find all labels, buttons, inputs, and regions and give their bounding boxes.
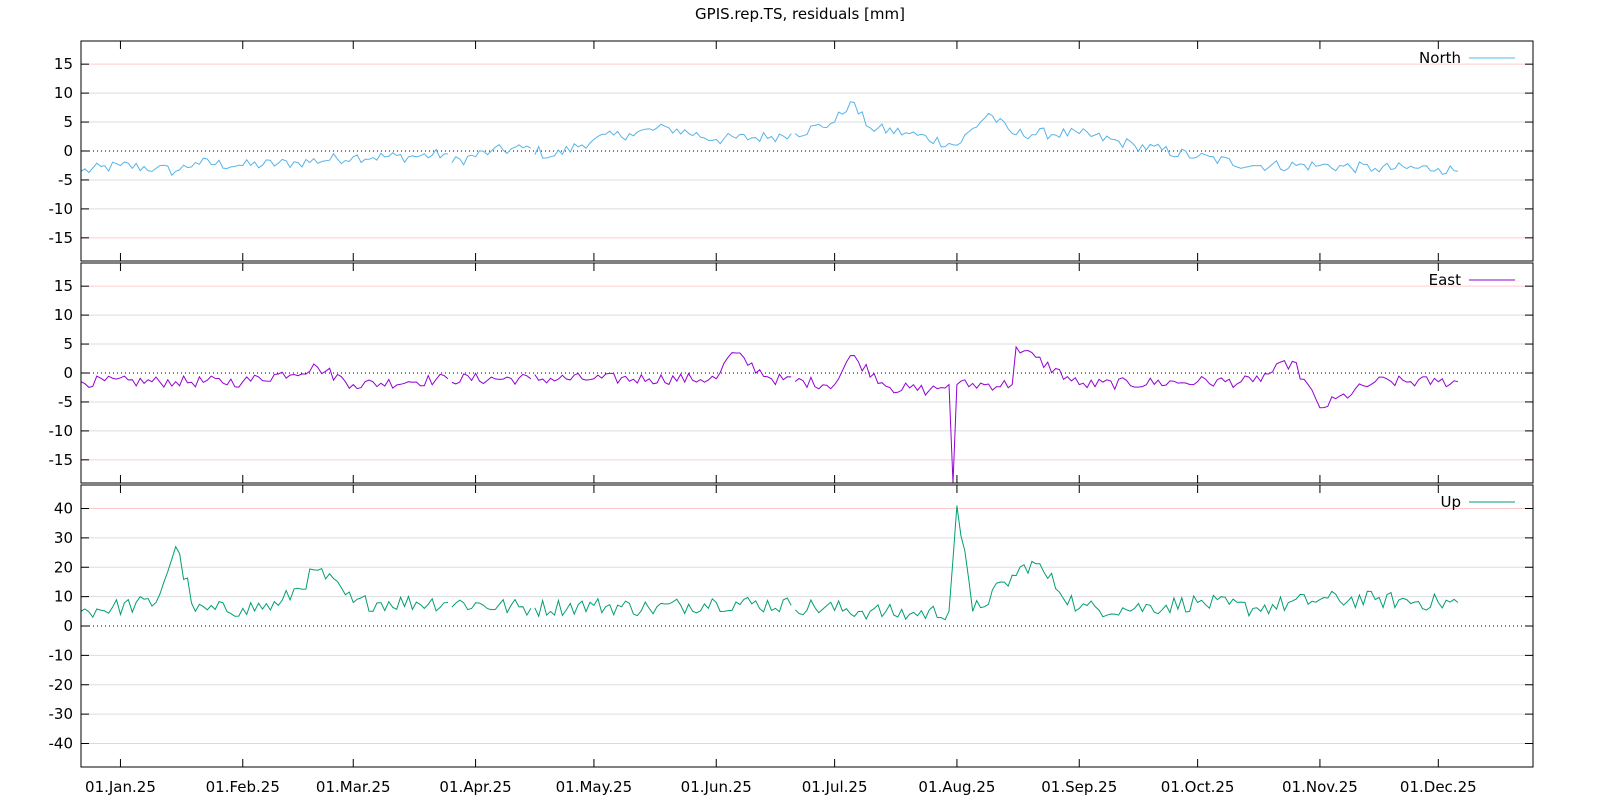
x-tick-label: 01.Oct.25	[1161, 778, 1235, 796]
x-tick-label: 01.Apr.25	[439, 778, 511, 796]
y-tick-label: 5	[63, 335, 73, 353]
x-tick-label: 01.May.25	[556, 778, 633, 796]
y-tick-label: 15	[54, 277, 73, 295]
y-tick-label: 5	[63, 113, 73, 131]
series-line-north	[80, 101, 1459, 177]
y-tick-label: -40	[49, 735, 74, 753]
y-tick-label: -10	[49, 422, 74, 440]
x-tick-label: 01.Feb.25	[206, 778, 280, 796]
y-tick-label: -30	[49, 705, 74, 723]
chart-title: GPIS.rep.TS, residuals [mm]	[695, 5, 905, 23]
panel-frame	[80, 40, 1534, 262]
y-tick-label: -15	[49, 451, 74, 469]
y-tick-label: 20	[54, 558, 73, 576]
y-tick-label: 15	[54, 55, 73, 73]
panel-frame	[80, 262, 1534, 484]
series-line-up	[80, 505, 1459, 621]
y-tick-label: 10	[54, 588, 73, 606]
x-tick-label: 01.Aug.25	[918, 778, 995, 796]
x-tick-label: 01.Jun.25	[681, 778, 752, 796]
x-tick-label: 01.Dec.25	[1400, 778, 1477, 796]
legend-label: North	[1419, 49, 1461, 67]
y-tick-label: -20	[49, 676, 74, 694]
x-tick-label: 01.Sep.25	[1041, 778, 1117, 796]
series-line-east	[80, 345, 1459, 484]
y-tick-label: -5	[58, 393, 73, 411]
y-tick-label: -5	[58, 171, 73, 189]
y-tick-label: 0	[63, 617, 73, 635]
y-tick-label: -10	[49, 646, 74, 664]
y-tick-label: 0	[63, 142, 73, 160]
legend-label: Up	[1440, 493, 1461, 511]
y-tick-label: 30	[54, 529, 73, 547]
y-tick-label: 10	[54, 84, 73, 102]
y-tick-label: -10	[49, 200, 74, 218]
x-tick-label: 01.Jan.25	[85, 778, 156, 796]
y-tick-label: 40	[54, 500, 73, 518]
panel-frame	[80, 484, 1534, 768]
x-tick-label: 01.Mar.25	[316, 778, 391, 796]
y-tick-label: 10	[54, 306, 73, 324]
x-tick-label: 01.Nov.25	[1282, 778, 1358, 796]
y-tick-label: 0	[63, 364, 73, 382]
legend-label: East	[1429, 271, 1461, 289]
x-tick-label: 01.Jul.25	[802, 778, 868, 796]
y-tick-label: -15	[49, 229, 74, 247]
